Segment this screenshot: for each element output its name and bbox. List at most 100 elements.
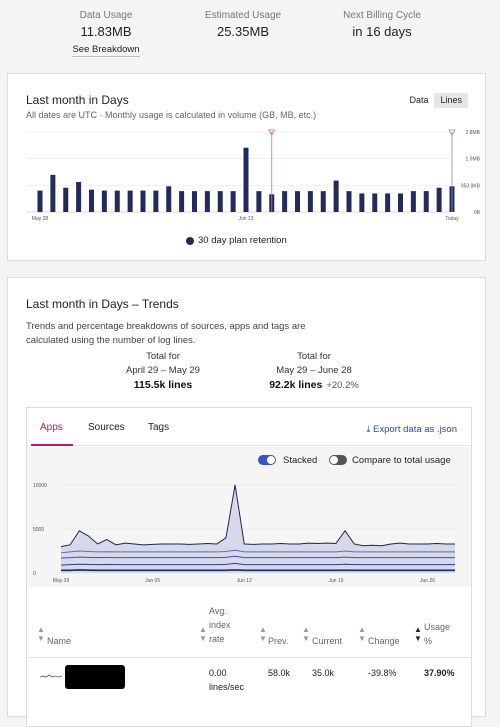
usage-bar — [295, 191, 300, 212]
total-previous: Total for April 29 – May 29 115.5k lines — [108, 350, 218, 393]
usage-bar — [244, 148, 249, 212]
total-previous-range: April 29 – May 29 — [108, 364, 218, 378]
usage-bar — [141, 191, 146, 212]
usage-bar — [256, 191, 261, 212]
col-usage[interactable]: Usage % — [424, 620, 450, 648]
export-json-link[interactable]: ⤓ Export data as .json — [366, 424, 457, 435]
usage-summary: Data Usage 11.83MB See Breakdown Estimat… — [0, 0, 500, 64]
usage-bar — [166, 186, 171, 212]
table-row[interactable]: 0.00 lines/sec 58.0k 35.0k -39.8% 37.90% — [27, 658, 471, 708]
x-tick-label: Jun 05 — [145, 578, 160, 584]
sort-icon[interactable]: ▲▼ — [199, 625, 207, 643]
sort-icon[interactable]: ▲▼ — [358, 625, 366, 643]
trends-panel: Apps Sources Tags ⤓ Export data as .json… — [26, 407, 472, 727]
col-rate-line2: index — [209, 618, 231, 632]
usage-bar — [115, 191, 120, 212]
y-tick-label: 5000 — [33, 527, 44, 533]
trends-card-title: Last month in Days – Trends — [26, 297, 179, 311]
estimated-usage-value: 25.35MB — [193, 24, 293, 39]
trends-tabs: Apps Sources Tags ⤓ Export data as .json — [27, 408, 471, 446]
sort-icon[interactable]: ▲▼ — [259, 625, 267, 643]
usage-card: Last month in Days All dates are UTC · M… — [7, 73, 486, 261]
usage-bar — [89, 190, 94, 212]
y-tick-label: 0 — [33, 571, 36, 577]
col-prev[interactable]: Prev. — [268, 634, 288, 648]
tab-tags[interactable]: Tags — [148, 422, 169, 433]
usage-bar — [437, 188, 442, 212]
usage-bar — [63, 188, 68, 212]
usage-bar — [372, 193, 377, 212]
usage-bar — [218, 191, 223, 212]
total-previous-value: 115.5k lines — [134, 379, 192, 391]
total-line — [61, 485, 455, 547]
x-tick-label: Jun 12 — [237, 578, 252, 584]
redacted-app-name — [65, 665, 125, 689]
estimated-usage-stat: Estimated Usage 25.35MB — [193, 10, 293, 39]
tab-apps[interactable]: Apps — [40, 422, 63, 433]
usage-bar — [385, 193, 390, 212]
row-sparkline — [40, 672, 62, 680]
sort-icon[interactable]: ▲▼ — [302, 625, 310, 643]
usage-bar — [308, 191, 313, 212]
usage-bar — [179, 191, 184, 212]
x-tick-label: May 28 — [32, 216, 49, 222]
tab-sources[interactable]: Sources — [88, 422, 125, 433]
y-tick-label: 2.8MB — [466, 130, 481, 136]
download-icon: ⤓ — [366, 424, 370, 435]
legend-label: 30 day plan retention — [198, 235, 287, 246]
usage-bar — [128, 191, 133, 212]
data-usage-value: 11.83MB — [66, 24, 146, 39]
usage-bar — [153, 191, 158, 212]
col-change[interactable]: Change — [368, 634, 400, 648]
table-header: ▲▼ Name ▲▼ Avg. index rate ▲▼ Prev. ▲▼ C… — [27, 598, 471, 658]
row-prev: 58.0k — [268, 666, 290, 680]
total-current-label: Total for — [254, 350, 374, 364]
total-change-pct: +20.2% — [326, 380, 359, 391]
x-tick-label: Jun 13 — [238, 216, 253, 222]
x-tick-label: Today — [445, 216, 459, 222]
usage-bar — [38, 191, 43, 212]
usage-bar — [205, 191, 210, 212]
col-rate[interactable]: Avg. index rate — [209, 604, 231, 646]
total-current-value: 92.2k lines — [269, 379, 322, 391]
usage-bar — [334, 181, 339, 212]
usage-bar — [102, 191, 107, 212]
col-rate-line1: Avg. — [209, 604, 231, 618]
estimated-usage-label: Estimated Usage — [193, 10, 293, 21]
x-tick-label: May 29 — [53, 578, 70, 584]
usage-bar — [231, 191, 236, 212]
y-tick-label: 0B — [474, 210, 481, 216]
usage-bar — [321, 191, 326, 212]
col-rate-line3: rate — [209, 632, 231, 646]
export-json-label: Export data as .json — [373, 424, 457, 435]
legend-dot-icon — [186, 237, 194, 245]
usage-bar — [347, 191, 352, 212]
trends-description-line1: Trends and percentage breakdowns of sour… — [26, 321, 306, 332]
total-previous-label: Total for — [108, 350, 218, 364]
usage-bar — [282, 191, 287, 212]
row-rate-unit: lines/sec — [209, 680, 244, 694]
row-rate-value: 0.00 — [209, 666, 244, 680]
sort-icon[interactable]: ▲▼ — [37, 625, 45, 643]
see-breakdown-link[interactable]: See Breakdown — [72, 44, 139, 57]
next-billing-value: in 16 days — [332, 24, 432, 39]
usage-bar — [76, 182, 81, 212]
total-current-range: May 29 – June 28 — [254, 364, 374, 378]
chart-legend: 30 day plan retention — [186, 235, 287, 246]
usage-bar — [398, 193, 403, 212]
row-rate: 0.00 lines/sec — [209, 666, 244, 694]
usage-bar — [424, 191, 429, 212]
col-current[interactable]: Current — [312, 634, 342, 648]
y-tick-label: 10000 — [33, 483, 47, 489]
usage-bar — [50, 175, 55, 212]
col-usage-line1: Usage — [424, 620, 450, 634]
usage-bar — [359, 193, 364, 212]
sort-desc-icon[interactable]: ▲▼ — [414, 625, 422, 643]
col-name[interactable]: Name — [47, 634, 71, 648]
usage-bar — [192, 191, 197, 212]
next-billing-label: Next Billing Cycle — [332, 10, 432, 21]
row-usage: 37.90% — [424, 666, 455, 680]
